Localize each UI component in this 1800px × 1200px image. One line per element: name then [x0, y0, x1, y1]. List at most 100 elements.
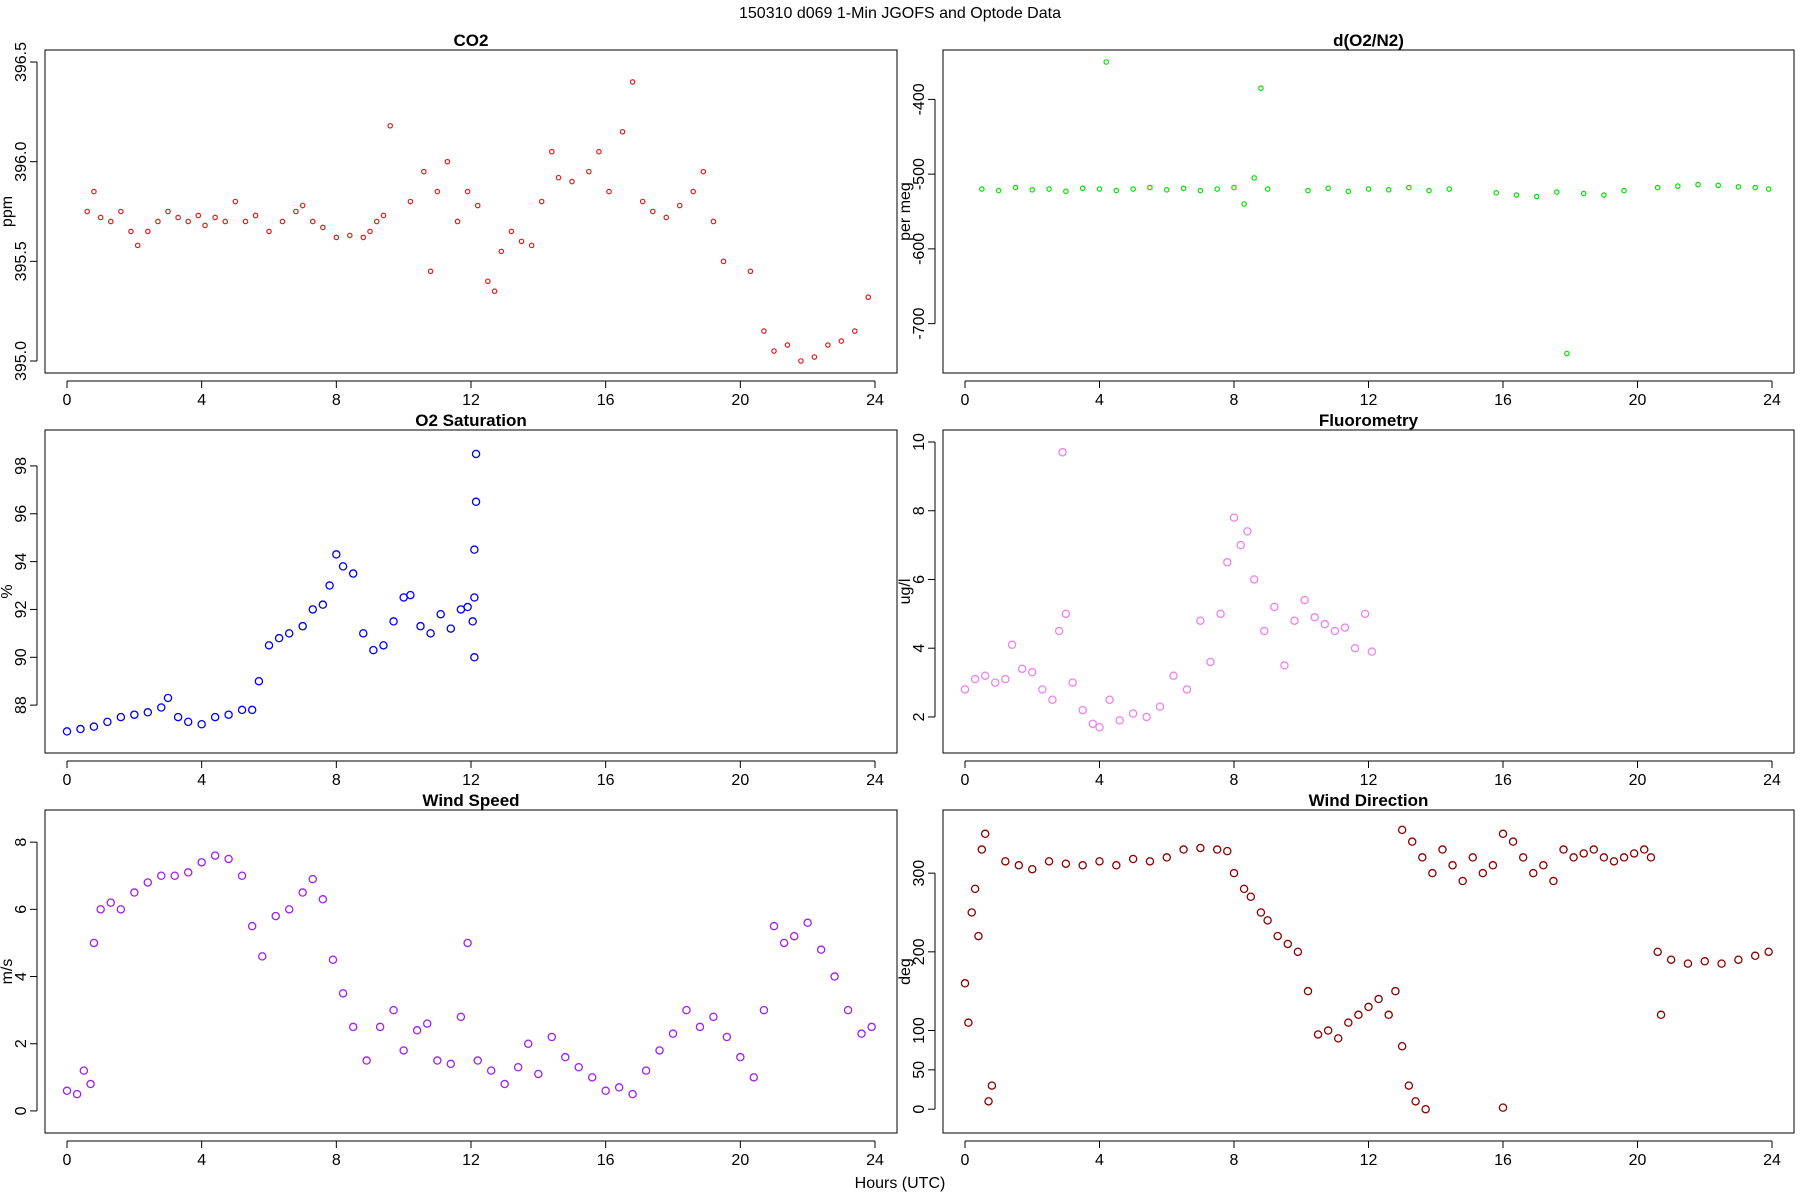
- co2-point: [518, 238, 525, 245]
- o2sat-x-tick-label: 8: [332, 772, 341, 789]
- co2-x-tick-label: 20: [731, 392, 749, 409]
- panel-do2n2: d(O2/N2) per meg 0 4 8 12 16 20 24 -700 -600 -500 -4…: [897, 31, 1795, 409]
- wdir-point: [980, 829, 990, 839]
- wdir-x-tick-label: 0: [961, 1152, 970, 1169]
- co2-point: [145, 228, 151, 235]
- wdir-point: [1044, 857, 1054, 866]
- wspd-point: [513, 1062, 523, 1072]
- wdir-point: [1589, 845, 1599, 854]
- co2-point: [676, 202, 683, 209]
- do2n2-title: d(O2/N2): [1333, 31, 1404, 50]
- o2sat-y-tick-label: 90: [13, 648, 30, 666]
- fluor-point: [1340, 623, 1350, 632]
- wspd-point: [843, 1005, 853, 1015]
- wdir-point: [1498, 829, 1508, 839]
- wspd-series: [62, 851, 876, 1099]
- co2-point: [710, 218, 717, 225]
- fluor-point: [1249, 575, 1259, 584]
- wdir-point: [1263, 916, 1272, 925]
- co2-point: [464, 188, 471, 195]
- wspd-point: [318, 895, 328, 904]
- o2sat-y-tick-label: 94: [13, 553, 30, 571]
- co2-point: [360, 234, 367, 241]
- wdir-point: [1458, 876, 1467, 886]
- wspd-point: [89, 938, 99, 948]
- o2sat-point: [224, 710, 233, 719]
- wdir-y-tick-label: 200: [911, 938, 928, 965]
- fluor-point: [1155, 702, 1165, 711]
- co2-point: [629, 79, 636, 85]
- do2n2-point: [1446, 186, 1453, 192]
- wdir-point: [1112, 861, 1121, 870]
- fluor-point: [1169, 671, 1178, 680]
- fluor-point: [1038, 685, 1047, 694]
- wdir-y-tick-label: 50: [911, 1061, 928, 1079]
- co2-point: [367, 228, 373, 235]
- fluor-point: [1260, 626, 1269, 636]
- wspd-y-tick-label: 2: [13, 1039, 30, 1048]
- wdir-point: [1508, 837, 1518, 846]
- wdir-point: [1498, 1103, 1508, 1112]
- co2-point: [333, 234, 340, 241]
- fluor-point: [1330, 626, 1340, 636]
- wdir-x-tick-label: 20: [1629, 1152, 1647, 1169]
- o2sat-x-tick-label: 16: [597, 772, 615, 789]
- o2sat-point: [254, 676, 264, 686]
- wdir-point: [1212, 845, 1222, 854]
- co2-point: [118, 208, 124, 215]
- wdir-point: [1223, 846, 1232, 856]
- do2n2-point: [1406, 184, 1412, 191]
- do2n2-point: [1264, 186, 1271, 192]
- o2sat-point: [210, 712, 220, 722]
- o2sat-point: [89, 722, 99, 731]
- wspd-point: [759, 1005, 769, 1015]
- o2sat-y-tick-label: 98: [13, 457, 30, 475]
- wspd-point: [328, 955, 338, 964]
- fluor-point: [970, 674, 980, 684]
- fluor-point: [1300, 595, 1309, 605]
- co2-point: [548, 148, 555, 155]
- wdir-point: [1354, 1010, 1363, 1020]
- wspd-point: [258, 952, 267, 961]
- wdir-point: [1391, 986, 1400, 996]
- wdir-point: [1539, 861, 1548, 870]
- do2n2-x-tick-label: 8: [1230, 392, 1239, 409]
- co2-point: [720, 258, 727, 265]
- wdir-x-tick-label: 16: [1494, 1152, 1512, 1169]
- wspd-point: [72, 1089, 82, 1099]
- wspd-point: [271, 911, 280, 921]
- do2n2-point: [995, 187, 1002, 194]
- o2sat-point: [379, 641, 388, 650]
- wspd-point: [587, 1073, 597, 1082]
- o2sat-y-label: %: [0, 584, 16, 598]
- o2sat-point: [284, 629, 294, 638]
- wdir-point: [1404, 1081, 1414, 1090]
- wspd-point: [348, 1022, 358, 1032]
- do2n2-point: [1385, 187, 1392, 193]
- wspd-x-tick-label: 20: [731, 1152, 749, 1169]
- do2n2-point: [1675, 183, 1681, 189]
- wdir-point: [1764, 947, 1773, 957]
- wdir-point: [1179, 845, 1188, 854]
- co2-point: [252, 212, 259, 219]
- wspd-point: [534, 1069, 543, 1079]
- wspd-point: [547, 1032, 557, 1042]
- fluor-point: [1054, 626, 1064, 636]
- o2sat-y-tick-label: 92: [13, 600, 30, 618]
- wdir-point: [1666, 955, 1676, 964]
- wdir-point: [1273, 931, 1282, 941]
- co2-point: [242, 218, 249, 225]
- wdir-point: [1397, 825, 1407, 835]
- wspd-point: [641, 1066, 651, 1075]
- o2sat-y-tick-label: 96: [13, 505, 30, 523]
- wdir-point: [1609, 857, 1619, 866]
- fluor-x-tick-label: 20: [1629, 772, 1647, 789]
- fluor-point: [1223, 558, 1232, 567]
- co2-point: [498, 248, 505, 255]
- co2-point: [491, 288, 498, 295]
- wspd-point: [523, 1039, 533, 1048]
- co2-point: [761, 328, 767, 334]
- wdir-point: [1639, 845, 1649, 854]
- figure-x-label: Hours (UTC): [855, 1175, 946, 1192]
